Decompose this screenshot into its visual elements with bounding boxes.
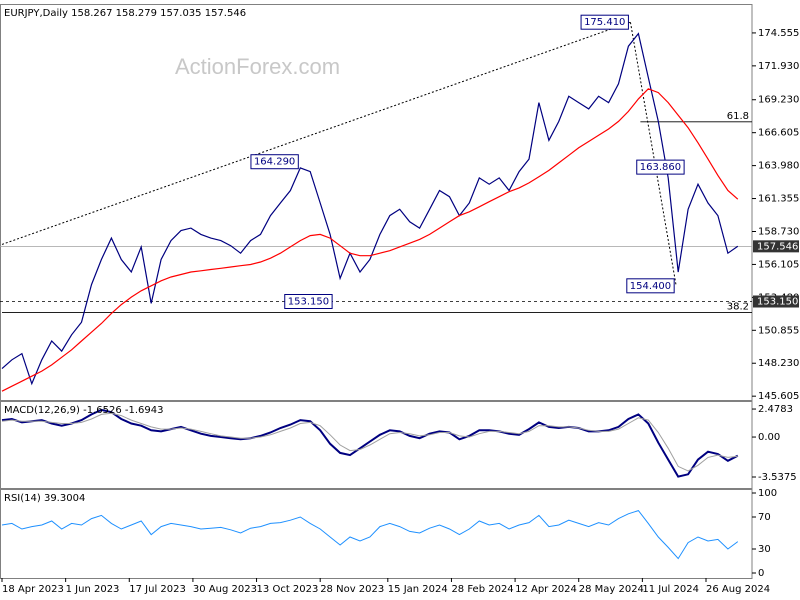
fib-label: 38.2 <box>727 301 749 312</box>
y-tick-label: 161.355 <box>758 194 799 205</box>
y-tick-label: 148.230 <box>758 358 799 369</box>
x-tick-label: 15 Jan 2024 <box>388 584 448 595</box>
y-tick-label: 166.605 <box>758 128 799 139</box>
x-tick-label: 11 Jul 2024 <box>642 584 699 595</box>
support-label: 153.150 <box>757 297 798 308</box>
panel-title: RSI(14) 39.3004 <box>4 493 85 504</box>
y-tick-label: 158.730 <box>758 226 799 237</box>
trendline <box>1 21 631 245</box>
y-tick-label: 171.930 <box>758 61 799 72</box>
y-tick-label: 163.980 <box>758 161 799 172</box>
x-tick-label: 30 Aug 2023 <box>193 584 257 595</box>
y-tick-label: 100 <box>758 488 777 499</box>
y-tick-label: 70 <box>758 512 771 523</box>
series-line <box>1 510 739 560</box>
support-box <box>753 295 799 308</box>
annotation-label: 163.860 <box>640 162 681 173</box>
x-tick-label: 17 Jul 2023 <box>129 584 186 595</box>
x-tick-label: 13 Oct 2023 <box>257 584 319 595</box>
annotation-label: 153.150 <box>288 297 329 308</box>
annotation-box <box>284 294 333 310</box>
annotation-box <box>580 14 629 30</box>
annotation-label: 164.290 <box>254 157 295 168</box>
series-line <box>1 412 738 472</box>
x-tick-label: 26 Aug 2024 <box>706 584 770 595</box>
panel-frame <box>0 489 753 579</box>
annotation-box <box>636 159 685 175</box>
series-line <box>1 408 739 478</box>
y-tick-label: 169.230 <box>758 95 799 106</box>
y-tick-label: 145.605 <box>758 391 799 402</box>
series-line <box>1 88 739 392</box>
series-line <box>1 32 739 386</box>
y-tick-label: 30 <box>758 544 771 555</box>
y-tick-label: 2.4783 <box>758 404 793 415</box>
annotation-box <box>250 154 299 170</box>
panel-title: MACD(12,26,9) -1.6526 -1.6943 <box>4 405 164 416</box>
current-price-label: 157.546 <box>757 241 798 252</box>
panel-frame <box>0 401 753 489</box>
annotation-label: 154.400 <box>630 281 671 292</box>
fib-label: 61.8 <box>727 111 749 122</box>
panel-title: EURJPY,Daily 158.267 158.279 157.035 157… <box>4 8 246 19</box>
panel-frame <box>0 4 753 401</box>
x-tick-label: 28 Feb 2024 <box>451 584 513 595</box>
y-tick-label: 156.105 <box>758 259 799 270</box>
annotation-box <box>626 278 675 294</box>
y-tick-label: 174.555 <box>758 28 799 39</box>
y-tick-label: 0 <box>758 568 764 579</box>
annotation-label: 175.410 <box>584 17 625 28</box>
x-tick-label: 28 Nov 2023 <box>320 584 384 595</box>
current-price-box <box>753 240 799 253</box>
trendline <box>629 22 677 286</box>
y-tick-label: -3.5375 <box>758 472 797 483</box>
x-tick-label: 1 Jun 2023 <box>66 584 120 595</box>
y-tick-label: 150.855 <box>758 325 799 336</box>
watermark: ActionForex.com <box>175 54 340 79</box>
x-tick-label: 12 Apr 2024 <box>515 584 577 595</box>
y-tick-label: 0.00 <box>758 432 780 443</box>
x-tick-label: 18 Apr 2023 <box>2 584 64 595</box>
x-tick-label: 28 May 2024 <box>579 584 644 595</box>
